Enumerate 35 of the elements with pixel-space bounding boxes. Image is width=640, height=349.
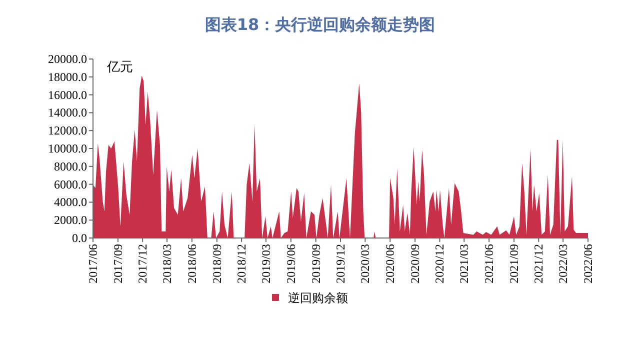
x-tick-label: 2021/12 [532,244,546,284]
y-tick-label: 6000.0 [54,177,87,192]
y-tick-label: 2000.0 [54,213,87,228]
x-tick-label: 2017/12 [136,244,150,284]
x-tick-label: 2019/03 [258,244,273,284]
x-tick-label: 2020/03 [358,244,372,284]
y-tick-label: 12000.0 [48,124,87,138]
y-tick-label: 16000.0 [48,88,87,102]
x-tick-label: 2021/09 [506,244,521,284]
x-tick-label: 2022/06 [581,244,595,284]
y-tick-label: 18000.0 [48,70,87,84]
y-tick-label: 4000.0 [54,195,87,210]
x-tick-label: 2018/06 [184,244,199,284]
x-tick-label: 2020/06 [383,244,398,284]
x-tick-label: 2018/12 [234,244,249,284]
y-tick-label: 10000.0 [48,142,87,156]
y-tick-label: 8000.0 [54,159,87,174]
y-tick-label: 0.0 [72,231,87,245]
x-tick-label: 2018/09 [210,244,224,284]
chart-title: 图表18：央行逆回购余额走势图 [204,15,436,34]
x-tick-label: 2021/06 [482,244,496,284]
x-tick-label: 2022/03 [556,244,570,284]
x-tick-label: 2017/09 [110,244,125,284]
legend-label: 逆回购余额 [288,291,348,305]
x-tick-label: 2017/06 [86,244,100,284]
x-tick-label: 2018/03 [160,244,174,284]
x-tick-label: 2020/12 [432,244,447,284]
y-tick-label: 20000.0 [48,52,87,66]
x-tick-label: 2020/09 [408,244,422,284]
x-tick-label: 2019/09 [308,244,323,284]
x-tick-label: 2021/03 [457,244,472,284]
y-tick-label: 14000.0 [48,106,87,120]
x-tick-label: 2019/06 [284,244,298,284]
x-tick-label: 2019/12 [334,244,348,284]
y-axis-title: 亿元 [106,59,133,74]
